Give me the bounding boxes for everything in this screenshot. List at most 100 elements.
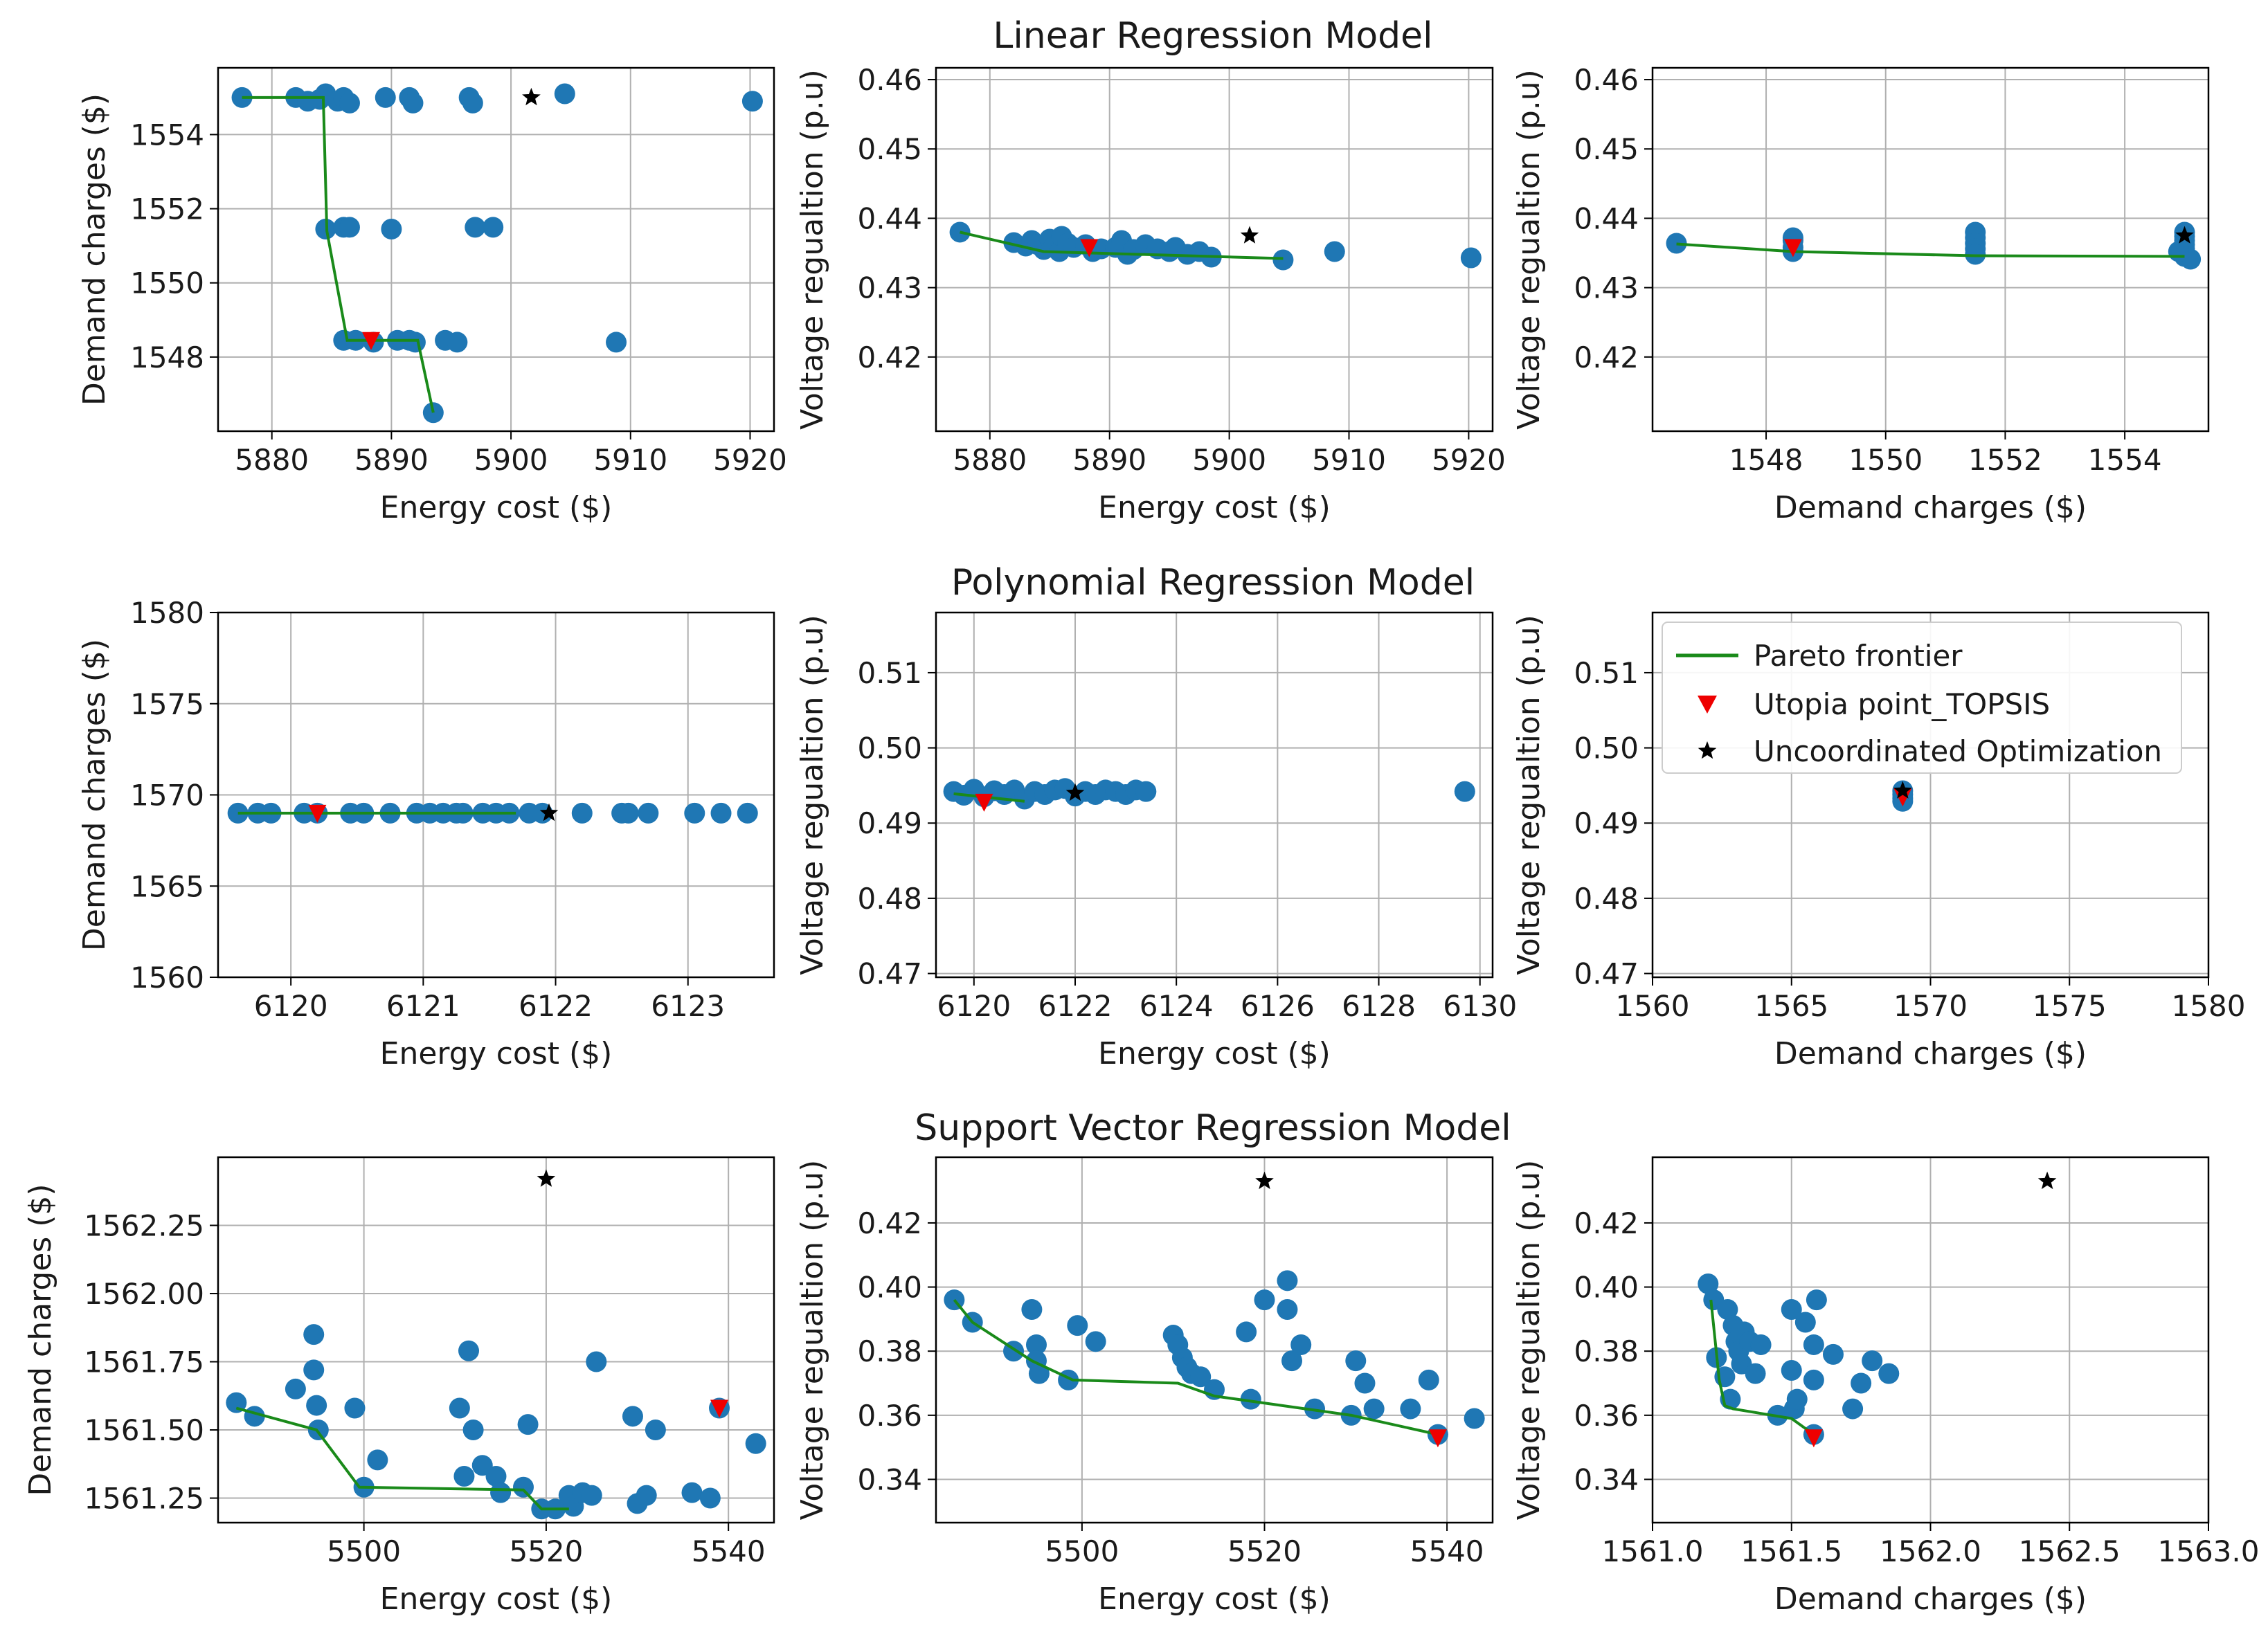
uncoordinated-optimization-marker	[1065, 783, 1085, 801]
plot-area	[944, 1171, 1485, 1448]
subplot-lr2: 5880 5890 5900 5910 5920 0.42 0.43 0.44 0.45 0.46…	[795, 63, 1506, 525]
plot-area	[1666, 221, 2202, 270]
subplot-lr1: 5880 5890 5900 5910 5920 1548 1550 1552 1554 Ener…	[77, 66, 787, 525]
data-point	[339, 217, 360, 238]
data-point	[490, 1482, 512, 1503]
data-point	[1786, 1388, 1808, 1410]
y-axis-label: Voltage regualtion (p.u)	[1511, 69, 1547, 430]
data-point	[483, 217, 504, 238]
x-tick-label: 5520	[509, 1534, 583, 1568]
data-point	[339, 92, 360, 114]
legend-utopia-label: Utopia point_TOPSIS	[1754, 687, 2050, 721]
x-axis-label: Energy cost ($)	[1098, 1581, 1331, 1617]
data-point	[571, 802, 593, 824]
axes-frame	[1651, 611, 2210, 979]
utopia-point-marker	[710, 1399, 729, 1418]
y-tick-label: 0.50	[1574, 732, 1639, 765]
data-point	[737, 802, 758, 824]
data-point	[1290, 1334, 1312, 1355]
y-tick-label: 0.34	[1574, 1462, 1639, 1496]
data-point	[404, 332, 426, 353]
data-point	[458, 1340, 480, 1361]
plot-area	[949, 221, 1482, 271]
y-axis-label: Demand charges ($)	[77, 639, 112, 951]
data-point	[645, 1420, 666, 1441]
x-tick-label: 6128	[1342, 989, 1416, 1023]
plot-area	[227, 802, 758, 824]
legend-box	[1662, 622, 2182, 774]
data-point	[1021, 1299, 1043, 1320]
y-axis-label: Demand charges ($)	[23, 1184, 58, 1496]
y-axis-label: Demand charges ($)	[77, 93, 112, 406]
x-axis-label: Energy cost ($)	[1098, 490, 1331, 525]
axes-frame	[935, 1156, 1494, 1524]
pareto-frontier-line	[1676, 242, 2185, 258]
y-tick-label: 1561.50	[84, 1413, 204, 1447]
x-axis-label: Energy cost ($)	[380, 490, 613, 525]
data-point	[1781, 1299, 1802, 1320]
pareto-frontier-line	[235, 1406, 569, 1511]
x-tick-label: 6123	[651, 989, 725, 1023]
data-point	[1135, 781, 1157, 802]
y-tick-label: 1575	[130, 687, 204, 721]
x-tick-label: 1575	[2033, 989, 2107, 1023]
data-point	[1666, 233, 1687, 254]
y-tick-label: 1554	[130, 118, 204, 152]
y-tick-label: 0.40	[857, 1271, 922, 1305]
data-point	[1878, 1363, 1900, 1384]
y-tick-label: 0.48	[857, 882, 922, 916]
subplot-svr2: 5500 5520 5540 0.34 0.36 0.38 0.40 0.42 Energy c…	[795, 1156, 1494, 1617]
x-tick-label: 1561.5	[1740, 1534, 1842, 1568]
x-tick-label: 5920	[1432, 443, 1506, 477]
y-tick-label: 0.44	[857, 201, 922, 235]
x-axis-label: Demand charges ($)	[1774, 1581, 2087, 1617]
x-tick-label: 5880	[235, 443, 309, 477]
legend: Pareto frontier Utopia point_TOPSIS Uncoor…	[1662, 622, 2182, 774]
data-point	[303, 1359, 325, 1381]
x-tick-label: 1560	[1616, 989, 1690, 1023]
data-point	[1085, 1331, 1106, 1352]
data-point	[1345, 1350, 1367, 1372]
uncoordinated-optimization-marker	[1255, 1171, 1274, 1190]
data-point	[681, 1482, 703, 1503]
x-tick-label: 5920	[713, 443, 787, 477]
data-point	[512, 1476, 534, 1498]
x-tick-label: 6121	[386, 989, 460, 1023]
x-axis-label: Demand charges ($)	[1774, 490, 2087, 525]
data-point	[449, 1397, 470, 1419]
row-title-linear: Linear Regression Model	[993, 15, 1433, 57]
data-point	[699, 1487, 721, 1509]
y-tick-label: 1560	[130, 961, 204, 995]
y-tick-label: 0.38	[857, 1334, 922, 1368]
y-tick-label: 0.40	[1574, 1271, 1639, 1305]
utopia-point-marker	[1428, 1429, 1447, 1448]
y-tick-label: 1548	[130, 341, 204, 374]
y-axis-label: Voltage regualtion (p.u)	[795, 1160, 830, 1521]
subplot-svr3: 1561.0 1561.5 1562.0 1562.5 1563.0 0.34 0.36 0.…	[1511, 1156, 2259, 1617]
data-point	[581, 1485, 602, 1506]
x-tick-label: 1570	[1893, 989, 1968, 1023]
data-point	[306, 1395, 327, 1416]
x-axis-label: Energy cost ($)	[380, 1036, 613, 1071]
data-point	[381, 219, 402, 240]
uncoordinated-optimization-marker	[2037, 1171, 2057, 1190]
y-tick-label: 0.38	[1574, 1334, 1639, 1368]
x-axis-label: Energy cost ($)	[380, 1581, 613, 1617]
x-tick-label: 6124	[1140, 989, 1214, 1023]
data-point	[226, 1392, 247, 1413]
x-axis-label: Energy cost ($)	[1098, 1036, 1331, 1071]
y-tick-label: 0.45	[857, 132, 922, 166]
y-tick-label: 0.47	[857, 957, 922, 991]
data-point	[1745, 1363, 1766, 1384]
data-point	[462, 92, 483, 114]
data-point	[1851, 1372, 1872, 1394]
subplot-pr1: 6120 6121 6122 6123 1560 1565 1570 1575 1580 Ener…	[77, 596, 775, 1071]
data-point	[2168, 241, 2189, 262]
uncoordinated-optimization-marker	[522, 87, 541, 106]
data-point	[1028, 1363, 1050, 1384]
data-point	[1781, 1360, 1802, 1381]
data-point	[453, 1466, 475, 1487]
x-tick-label: 6122	[519, 989, 593, 1023]
